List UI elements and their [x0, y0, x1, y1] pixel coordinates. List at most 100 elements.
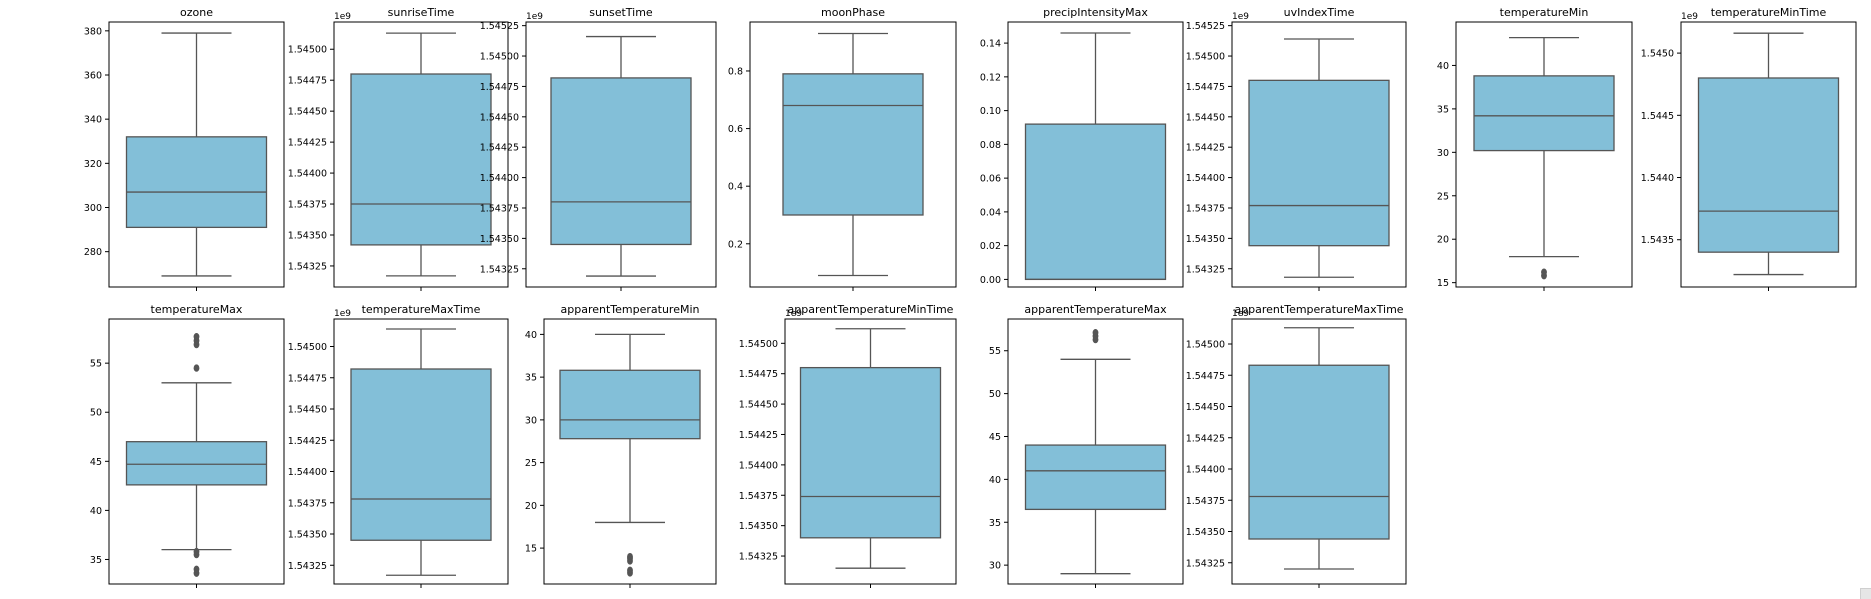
boxplot-panel: temperatureMinTime 1e9 1.5435 1.5440 1.5445 1…: [1641, 6, 1857, 291]
iqr-box: [559, 369, 701, 440]
outlier-point: [1541, 268, 1547, 276]
axes-frame: [1455, 21, 1633, 288]
panel-title: uvIndexTime: [1284, 6, 1355, 19]
axis-offset-label: 1e9: [785, 309, 802, 319]
iqr-box: [1248, 79, 1390, 247]
y-tick-label: 1.54400: [480, 173, 519, 184]
y-tick-label: 1.54425: [1186, 433, 1225, 444]
axes-frame: [784, 318, 957, 585]
y-tick-label: 1.54475: [480, 82, 519, 93]
iqr-box: [1024, 123, 1167, 281]
y-tick-label: 1.54375: [288, 498, 327, 509]
panel-title: sunsetTime: [589, 6, 653, 19]
axes-frame: [543, 318, 717, 585]
y-tick-label: 1.54450: [288, 107, 327, 118]
y-tick-label: 0.06: [980, 174, 1001, 185]
y-tick-label: 1.54400: [739, 460, 778, 471]
boxplot-panel: moonPhase 0.2 0.4 0.6 0.8: [728, 6, 957, 291]
iqr-box: [350, 368, 492, 541]
y-tick-label: 1.54475: [288, 76, 327, 87]
boxplot-panel: ozone 280 300 320 340 360 380: [84, 6, 285, 291]
y-tick-label: 35: [989, 518, 1001, 529]
y-tick-label: 20: [1437, 235, 1449, 246]
axes-frame: [1007, 21, 1184, 288]
y-tick-label: 1.54350: [480, 234, 519, 245]
y-tick-label: 0.4: [728, 182, 743, 193]
y-tick-label: 1.54375: [739, 491, 778, 502]
y-tick-label: 1.54400: [1186, 465, 1225, 476]
axis-offset-label: 1e9: [1681, 12, 1698, 22]
y-tick-label: 0.8: [728, 66, 743, 77]
y-tick-label: 0.6: [728, 124, 743, 135]
y-tick-label: 1.54325: [1186, 558, 1225, 569]
y-tick-label: 0.02: [980, 241, 1001, 252]
panel-title: ozone: [180, 6, 213, 19]
y-tick-label: 1.54525: [480, 21, 519, 32]
boxplot-panel: apparentTemperatureMax 30 35 40 45 50 55: [989, 303, 1184, 588]
panel-title: temperatureMinTime: [1711, 6, 1827, 19]
iqr-box: [550, 77, 692, 246]
y-tick-label: 1.54425: [1186, 143, 1225, 154]
panel-title: sunriseTime: [388, 6, 455, 19]
y-tick-label: 50: [90, 408, 102, 419]
iqr-box: [1024, 444, 1167, 511]
y-tick-label: 1.54475: [1186, 371, 1225, 382]
y-tick-label: 1.5435: [1641, 235, 1674, 246]
axes-frame: [333, 21, 509, 288]
outlier-point: [193, 332, 200, 341]
y-tick-label: 35: [1437, 104, 1449, 115]
y-tick-label: 1.54350: [1186, 527, 1225, 538]
y-tick-label: 40: [90, 506, 102, 517]
iqr-box: [1248, 364, 1390, 540]
y-tick-label: 55: [989, 346, 1001, 357]
iqr-box: [350, 73, 492, 246]
iqr-box: [782, 73, 924, 216]
y-tick-label: 1.54350: [739, 521, 778, 532]
y-tick-label: 1.54400: [288, 169, 327, 180]
y-tick-label: 45: [989, 432, 1001, 443]
y-tick-label: 1.54450: [288, 405, 327, 416]
outlier-point: [627, 566, 633, 575]
y-tick-label: 1.54375: [1186, 203, 1225, 214]
axis-offset-label: 1e9: [526, 12, 543, 22]
axis-offset-label: 1e9: [1232, 309, 1249, 319]
outlier-point: [193, 565, 200, 573]
panel-title: moonPhase: [821, 6, 885, 19]
y-tick-label: 35: [525, 373, 537, 384]
panel-title: temperatureMax: [151, 303, 243, 316]
y-tick-label: 30: [1437, 148, 1449, 159]
y-tick-label: 1.54500: [739, 339, 778, 350]
y-tick-label: 1.54500: [288, 45, 327, 56]
boxplot-panel: sunsetTime 1e9 1.54325 1.54350 1.54375 1.5440…: [480, 6, 717, 291]
panel-title: apparentTemperatureMaxTime: [1234, 303, 1403, 316]
axes-frame: [1231, 21, 1407, 288]
y-tick-label: 0.14: [980, 39, 1001, 50]
y-tick-label: 1.54325: [288, 261, 327, 272]
iqr-box: [1473, 75, 1615, 152]
outlier-point: [193, 364, 200, 372]
y-tick-label: 1.54450: [480, 112, 519, 123]
y-tick-label: 30: [525, 415, 537, 426]
y-tick-label: 1.54425: [739, 430, 778, 441]
y-tick-label: 1.5445: [1641, 111, 1674, 122]
y-tick-label: 380: [84, 26, 102, 37]
y-tick-label: 55: [90, 359, 102, 370]
y-tick-label: 1.54400: [288, 467, 327, 478]
iqr-box: [125, 136, 268, 229]
axes-frame: [108, 318, 285, 585]
y-tick-label: 1.54500: [480, 52, 519, 63]
resize-grip[interactable]: [1860, 588, 1871, 599]
boxplot-panel: apparentTemperatureMin 15 20 25 30 35 40: [525, 303, 717, 588]
axes-frame: [1007, 318, 1184, 585]
y-tick-label: 1.54475: [288, 373, 327, 384]
y-tick-label: 1.54375: [480, 203, 519, 214]
axis-offset-label: 1e9: [334, 309, 351, 319]
boxplot-panel: sunriseTime 1e9 1.54325 1.54350 1.54375 1.544…: [288, 6, 509, 291]
boxplot-panel: temperatureMax 35 40 45 50 55: [90, 303, 285, 588]
y-tick-label: 1.5450: [1641, 49, 1674, 60]
y-tick-label: 1.54325: [739, 552, 778, 563]
panel-title: precipIntensityMax: [1043, 6, 1148, 19]
y-tick-label: 320: [84, 159, 102, 170]
